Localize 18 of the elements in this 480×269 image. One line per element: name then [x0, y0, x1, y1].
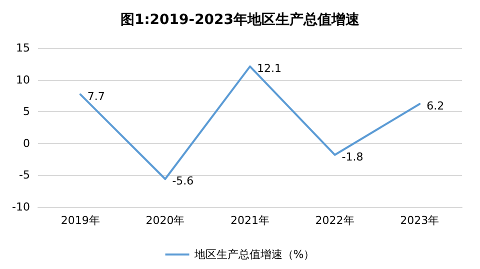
- y-tick-label: -10: [12, 200, 30, 214]
- x-tick-label: 2019年: [60, 214, 100, 227]
- chart-title: 图1:2019-2023年地区生产总值增速: [120, 11, 361, 28]
- y-tick-label: 0: [23, 136, 30, 150]
- data-label: -5.6: [172, 174, 194, 188]
- y-tick-label: -5: [19, 168, 30, 182]
- x-tick-label: 2020年: [146, 214, 185, 227]
- x-tick-label: 2023年: [400, 214, 440, 227]
- data-label: -1.8: [342, 150, 364, 164]
- x-tick-label: 2021年: [230, 214, 270, 227]
- data-label: 6.2: [426, 99, 444, 112]
- y-tick-label: 15: [16, 42, 30, 54]
- y-tick-label: 5: [23, 105, 30, 118]
- y-tick-label: 10: [16, 73, 30, 86]
- x-tick-label: 2022年: [315, 214, 354, 227]
- data-label: 12.1: [257, 62, 282, 75]
- legend-label: 地区生产总值增速（%）: [193, 248, 315, 261]
- data-label: 7.7: [87, 90, 105, 103]
